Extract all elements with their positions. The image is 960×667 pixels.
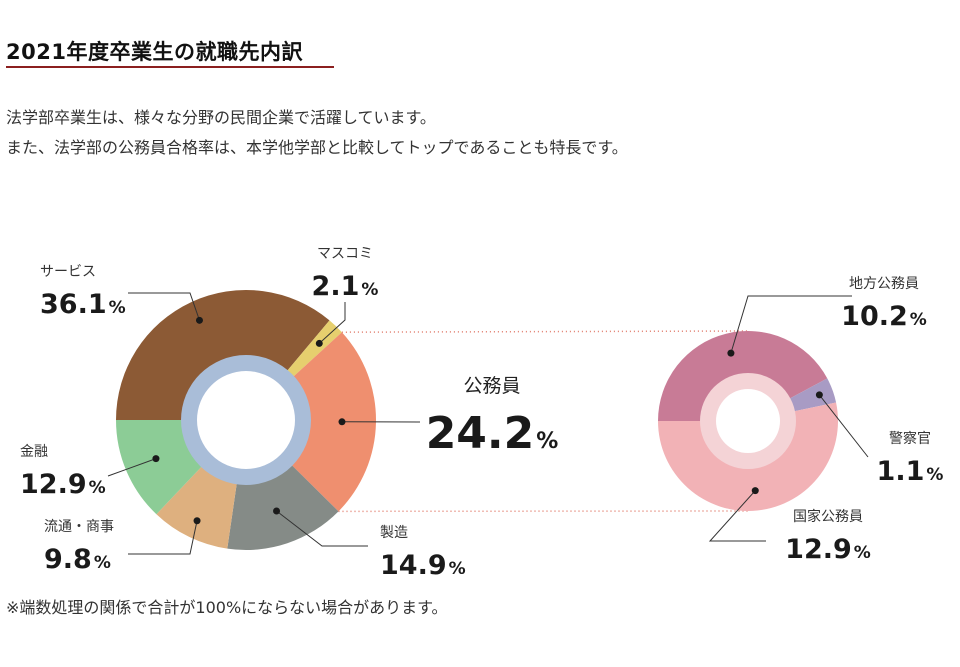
connector-top	[341, 330, 749, 333]
breakdown-label-2-name: 国家公務員	[793, 508, 863, 525]
title-underline	[6, 66, 334, 68]
main-label-1-dot	[315, 339, 323, 347]
main-label-4-dot	[193, 517, 201, 525]
main-center-hole	[197, 371, 295, 469]
main-slice-4	[156, 461, 238, 549]
breakdown-label-0: 地方公務員 10.2%	[841, 276, 927, 332]
breakdown-label-1-dot	[815, 391, 823, 399]
main-label-3-name: 製造	[380, 525, 408, 541]
main-label-4-name: 流通・商事	[44, 519, 114, 535]
main-label-4-line	[128, 520, 198, 555]
main-label-1-name: マスコミ	[317, 246, 373, 262]
main-label-0-line	[128, 292, 200, 321]
main-label-5-name: 金融	[20, 444, 48, 460]
main-label-0-value: 36.1%	[40, 289, 126, 320]
breakdown-slice-1	[783, 378, 837, 413]
leader-lines	[107, 292, 869, 555]
page-title: 2021年度卒業生の就職先内訳	[6, 40, 303, 64]
main-label-1-line	[318, 302, 346, 344]
main-label-3-dot	[273, 507, 281, 515]
main-label-5: 金融 12.9%	[20, 444, 106, 500]
main-slice-5	[116, 420, 207, 515]
breakdown-donut	[658, 331, 839, 512]
breakdown-connectors	[338, 330, 749, 513]
breakdown-label-1-value: 1.1%	[877, 456, 944, 487]
main-donut	[116, 289, 376, 551]
main-label-5-line	[107, 458, 157, 477]
breakdown-label-2-dot	[751, 487, 759, 495]
main-label-2-dot	[338, 418, 346, 426]
breakdown-label-1-name: 警察官	[889, 430, 931, 447]
intro-text: 法学部卒業生は、様々な分野の民間企業で活躍しています。 また、法学部の公務員合格…	[6, 103, 628, 163]
main-label-5-dot	[152, 455, 160, 463]
main-label-0-dot	[195, 316, 203, 324]
breakdown-label-1-line	[818, 394, 869, 458]
main-slice-2	[286, 332, 376, 512]
breakdown-label-2-line	[708, 490, 766, 542]
footnote: ※端数処理の関係で合計が100%にならない場合があります。	[6, 598, 448, 617]
breakdown-label-0-value: 10.2%	[841, 301, 927, 332]
main-slice-0	[116, 289, 330, 420]
main-label-2-value: 24.2%	[426, 408, 559, 459]
breakdown-label-0-line	[730, 295, 852, 354]
intro-line-2: また、法学部の公務員合格率は、本学他学部と比較してトップであることも特長です。	[6, 138, 628, 157]
main-label-4: 流通・商事 9.8%	[44, 519, 114, 575]
main-label-3-line	[276, 510, 368, 547]
breakdown-label-2-value: 12.9%	[785, 534, 871, 565]
breakdown-label-2: 国家公務員 12.9%	[785, 508, 871, 565]
main-label-3: 製造 14.9%	[380, 525, 466, 581]
main-label-3-value: 14.9%	[380, 550, 466, 581]
main-label-0: サービス 36.1%	[40, 264, 126, 320]
breakdown-center-hole	[716, 389, 780, 453]
main-label-2: 公務員 24.2%	[426, 375, 559, 459]
intro-line-1: 法学部卒業生は、様々な分野の民間企業で活躍しています。	[6, 108, 436, 127]
main-label-2-name: 公務員	[463, 375, 520, 397]
main-label-1-value: 2.1%	[312, 271, 379, 302]
main-label-5-value: 12.9%	[20, 469, 106, 500]
breakdown-label-1: 警察官 1.1%	[877, 430, 944, 487]
breakdown-label-0-name: 地方公務員	[849, 276, 919, 292]
slice-labels: サービス 36.1 % マスコミ 2.1 % 公務員 24.2% 製造 14.9 % 流通・商事 9.8…	[20, 246, 943, 581]
main-label-4-value: 9.8%	[44, 544, 111, 575]
main-label-0-name: サービス	[40, 264, 96, 280]
main-label-1: マスコミ 2.1%	[312, 246, 379, 302]
breakdown-label-0-dot	[727, 349, 735, 357]
main-slice-1	[282, 320, 342, 382]
